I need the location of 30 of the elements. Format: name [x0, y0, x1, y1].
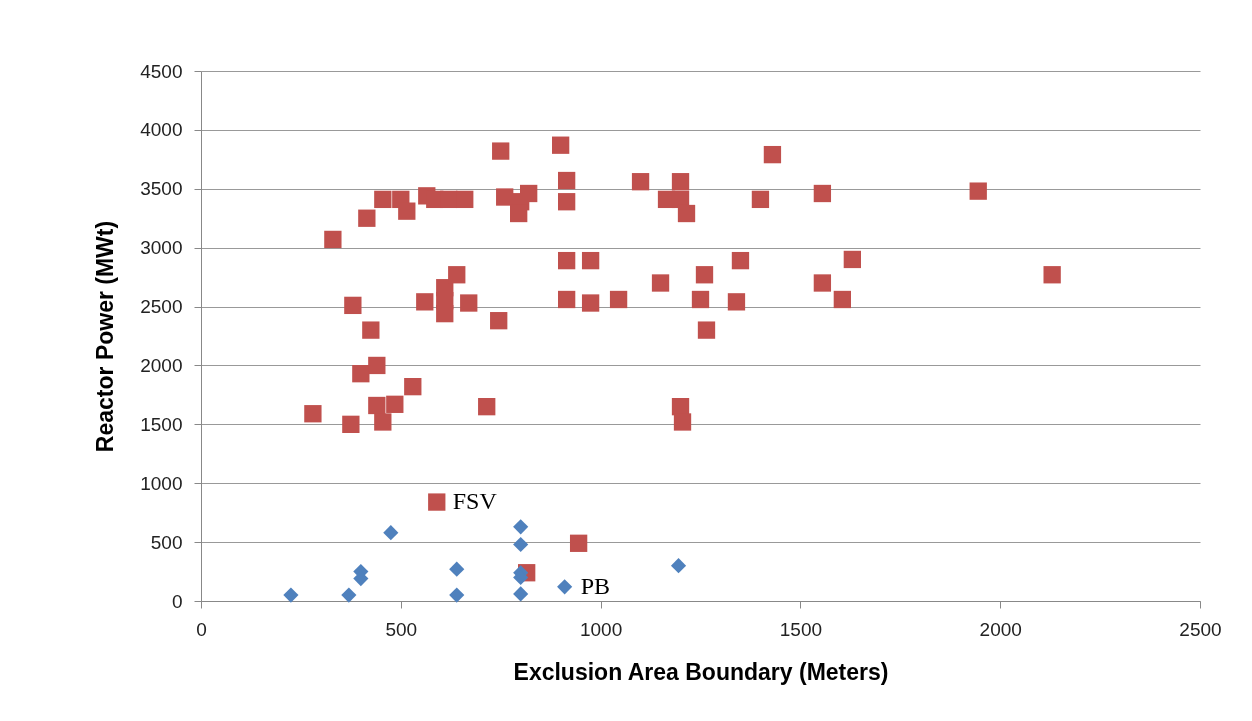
y-tick-label: 3500: [140, 178, 183, 200]
point: [283, 587, 299, 603]
y-tick-label: 1500: [140, 413, 183, 435]
annotation: FSV: [452, 488, 498, 515]
point: [513, 586, 529, 602]
x-axis-title: Exclusion Area Boundary (Meters): [513, 658, 889, 685]
y-axis-title: Reactor Power (MWt): [92, 220, 119, 453]
y-tick-label: 1000: [140, 472, 183, 494]
point: [513, 519, 529, 535]
annotation: PB: [580, 572, 610, 599]
y-tick-label: 3000: [140, 237, 183, 259]
y-tick-label: 2000: [140, 354, 183, 376]
point: [513, 536, 529, 553]
x-tick-label: 1500: [779, 618, 823, 640]
x-tick-label: 500: [385, 618, 418, 640]
x-tick-label: 2500: [1179, 618, 1222, 640]
point: [449, 561, 465, 577]
y-tick-label: 0: [171, 590, 183, 612]
x-tick-label: 2000: [979, 618, 1022, 640]
y-tick-label: 500: [150, 531, 183, 553]
x-tick-label: 1000: [579, 618, 623, 640]
point: [341, 587, 357, 603]
point: [449, 587, 465, 603]
x-tick-label: 0: [196, 618, 207, 640]
point: [383, 525, 399, 541]
y-tick-label: 4000: [140, 119, 183, 141]
y-tick-label: 2500: [140, 296, 183, 318]
point: [557, 579, 573, 595]
y-tick-label: 4500: [140, 60, 183, 82]
point: [670, 558, 687, 574]
